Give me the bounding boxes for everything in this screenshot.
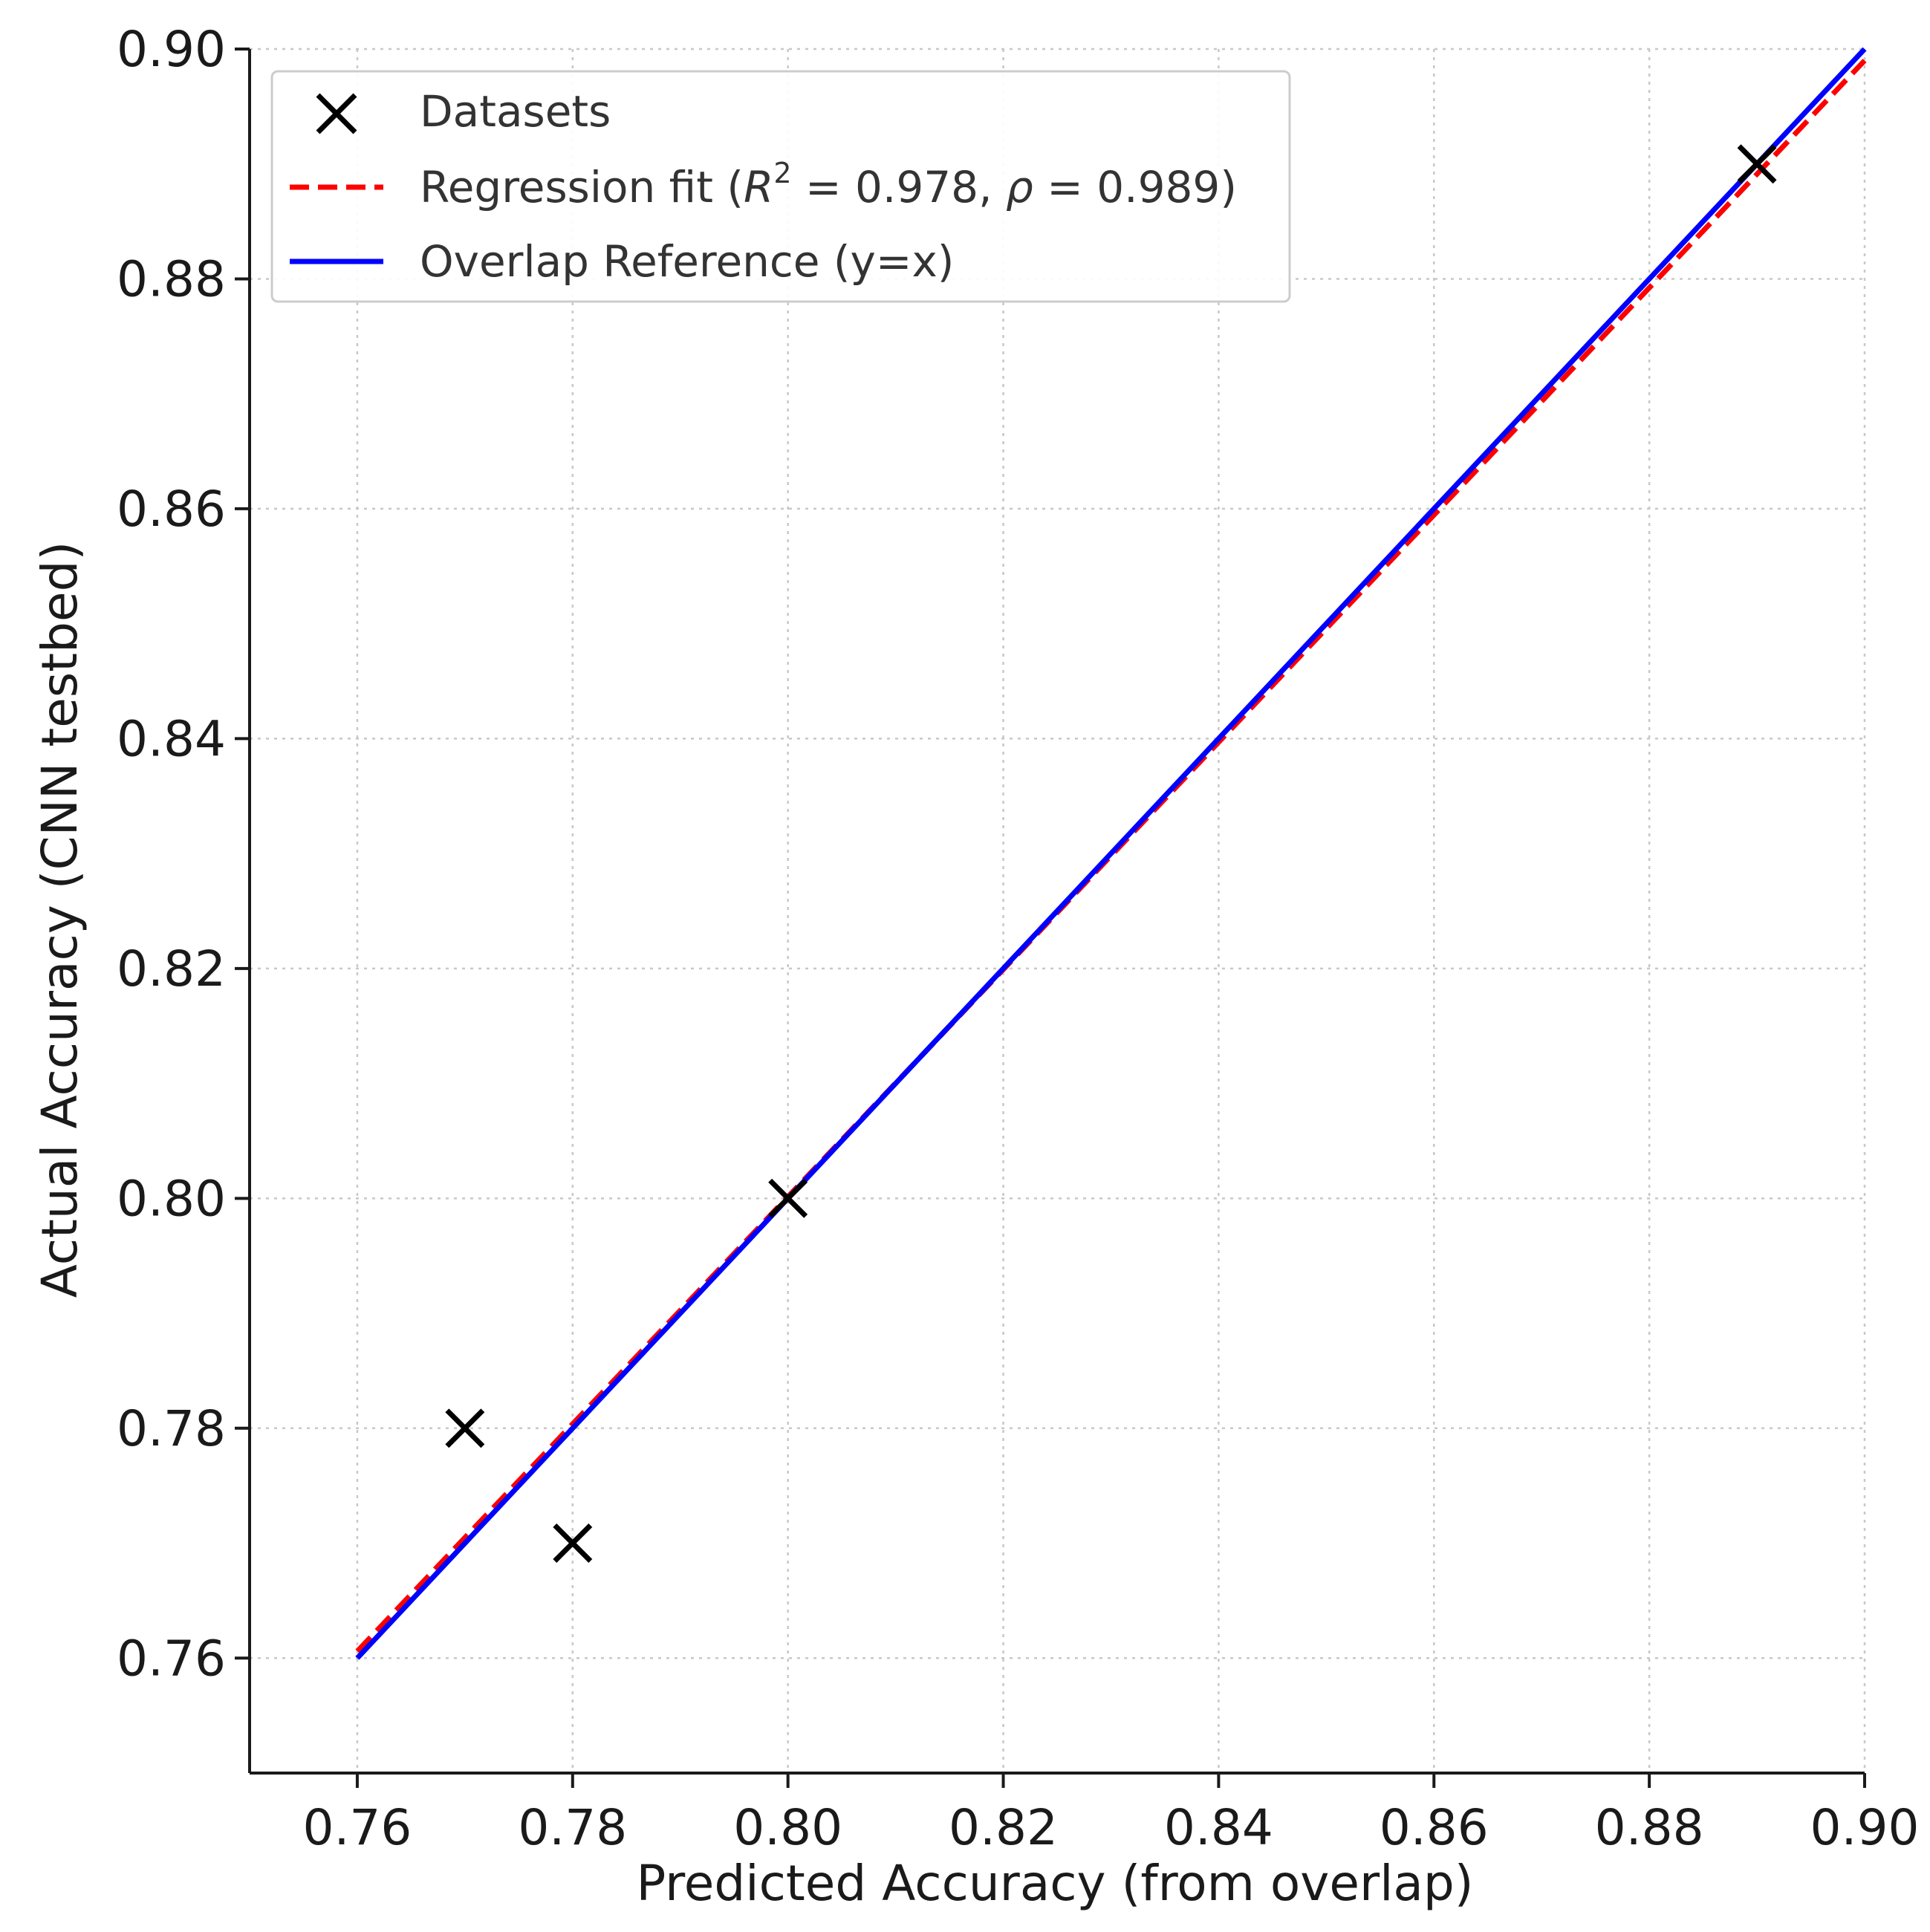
legend-rho-value: 0.989	[1096, 162, 1220, 212]
legend: Datasets Regression fit (R2 = 0.978, ρ =…	[270, 70, 1291, 303]
reference-line	[355, 47, 1867, 1660]
series-lines	[355, 47, 1867, 1660]
y-tick-label: 0.84	[117, 710, 226, 767]
legend-regression-name: Regression fit	[420, 162, 713, 212]
legend-item-regression: Regression fit (R2 = 0.978, ρ = 0.989)	[290, 157, 1237, 212]
y-axis-label: Actual Accuracy (CNN testbed)	[31, 541, 88, 1298]
legend-label-datasets: Datasets	[420, 86, 611, 137]
legend-item-datasets: Datasets	[316, 86, 611, 137]
x-tick-label: 0.86	[1380, 1799, 1489, 1856]
data-point	[768, 1178, 808, 1218]
x-tick-label: 0.90	[1810, 1799, 1920, 1856]
legend-x-marker	[316, 93, 357, 134]
grid	[250, 48, 1866, 1773]
legend-r2-value: 0.978	[855, 162, 978, 212]
y-axis-ticks: 0.76 0.78 0.80 0.82 0.84 0.86 0.88 0.90	[117, 21, 250, 1687]
axes	[248, 49, 1865, 1775]
data-points	[445, 144, 1777, 1564]
y-tick-label: 0.90	[117, 21, 226, 78]
legend-box	[270, 70, 1291, 303]
legend-label-reference: Overlap Reference (y=x)	[420, 236, 954, 287]
data-point	[445, 1408, 485, 1448]
x-tick-label: 0.80	[733, 1799, 842, 1856]
x-tick-label: 0.78	[518, 1799, 627, 1856]
x-tick-label: 0.88	[1595, 1799, 1704, 1856]
y-tick-label: 0.82	[117, 940, 226, 998]
legend-item-reference: Overlap Reference (y=x)	[290, 236, 954, 287]
y-tick-label: 0.80	[117, 1170, 226, 1227]
y-tick-label: 0.78	[117, 1400, 226, 1457]
data-point	[553, 1523, 593, 1564]
legend-label-regression: Regression fit (R2 = 0.978, ρ = 0.989)	[420, 157, 1237, 212]
y-tick-label: 0.88	[117, 250, 226, 308]
x-tick-label: 0.82	[949, 1799, 1058, 1856]
x-tick-label: 0.84	[1164, 1799, 1273, 1856]
x-axis-label: Predicted Accuracy (from overlap)	[636, 1855, 1473, 1912]
x-tick-label: 0.76	[302, 1799, 412, 1856]
y-tick-label: 0.86	[117, 481, 226, 538]
x-axis-ticks: 0.76 0.78 0.80 0.82 0.84 0.86 0.88 0.90	[302, 1773, 1919, 1856]
y-tick-label: 0.76	[117, 1630, 226, 1687]
data-point	[1737, 144, 1777, 184]
